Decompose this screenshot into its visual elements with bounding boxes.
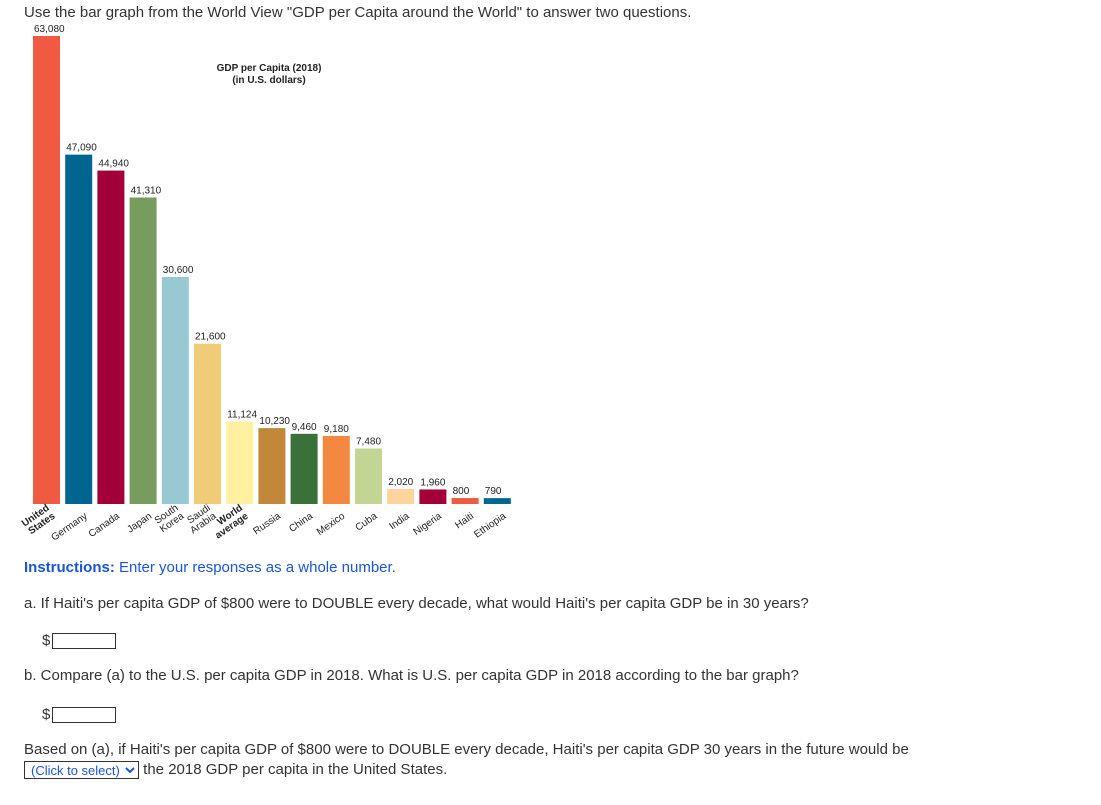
- value-label: 44,940: [98, 159, 129, 170]
- category-label: SouthKorea: [152, 502, 186, 535]
- currency-symbol: $: [42, 706, 51, 723]
- final-statement: Based on (a), if Haiti's per capita GDP …: [24, 740, 1084, 780]
- chart-title: GDP per Capita (2018): [217, 63, 322, 74]
- bar-nigeria: [419, 489, 447, 504]
- final-text-after: the 2018 GDP per capita in the United St…: [143, 761, 448, 778]
- bar-japan: [129, 197, 157, 505]
- category-label: India: [388, 511, 412, 533]
- value-label: 30,600: [163, 265, 194, 276]
- answer-a-row: $: [42, 632, 117, 649]
- value-label: 7,480: [356, 437, 381, 448]
- value-label: 9,180: [324, 424, 349, 435]
- bar-mexico: [322, 435, 350, 504]
- value-label: 9,460: [292, 422, 317, 433]
- category-label: Canada: [87, 511, 122, 540]
- bar-world-average: [226, 421, 254, 504]
- bar-india: [387, 489, 415, 504]
- bar-china: [290, 433, 318, 504]
- instructions: Instructions: Enter your responses as a …: [24, 559, 396, 576]
- bar-cuba: [355, 448, 382, 504]
- value-label: 41,310: [131, 186, 162, 197]
- answer-a-input[interactable]: [52, 632, 117, 649]
- category-label: Russia: [251, 511, 283, 538]
- comparison-select[interactable]: (Click to select): [24, 761, 139, 780]
- bar-saudi-arabia: [194, 343, 221, 504]
- value-label: 11,124: [227, 409, 257, 420]
- category-label: Ethiopia: [472, 511, 508, 541]
- value-label: 47,090: [66, 143, 97, 154]
- question-a-text: a. If Haiti's per capita GDP of $800 wer…: [24, 595, 809, 612]
- value-label: 800: [453, 486, 470, 497]
- answer-b-row: $: [42, 706, 117, 723]
- answer-b-input[interactable]: [52, 706, 117, 723]
- category-label: Cuba: [353, 511, 379, 534]
- value-label: 1,960: [420, 477, 445, 488]
- chart-subtitle: (in U.S. dollars): [232, 75, 305, 86]
- bar-united-states: [33, 36, 60, 504]
- bar-germany: [65, 154, 93, 505]
- value-label: 790: [485, 486, 502, 497]
- value-label: 63,080: [34, 24, 65, 35]
- bar-south-korea: [161, 276, 189, 504]
- currency-symbol: $: [42, 632, 51, 649]
- category-label: Nigeria: [412, 511, 445, 538]
- intro-text: Use the bar graph from the World View "G…: [24, 4, 692, 21]
- category-label: Germany: [50, 511, 90, 544]
- category-label: China: [287, 511, 315, 535]
- value-label: 2,020: [388, 477, 413, 488]
- question-b-text: b. Compare (a) to the U.S. per capita GD…: [24, 667, 799, 684]
- category-label: Japan: [125, 511, 154, 536]
- value-label: 10,230: [259, 416, 290, 427]
- bar-russia: [258, 428, 286, 504]
- instructions-text: Enter your responses as a whole number.: [119, 559, 396, 576]
- bar-haiti: [451, 498, 479, 504]
- gdp-bar-chart: GDP per Capita (2018) (in U.S. dollars) …: [20, 24, 511, 544]
- category-label: Haiti: [453, 511, 476, 531]
- bar-canada: [97, 170, 125, 505]
- category-label: Mexico: [315, 511, 348, 538]
- value-label: 21,600: [195, 332, 226, 343]
- final-text-before: Based on (a), if Haiti's per capita GDP …: [24, 741, 909, 758]
- bar-ethiopia: [483, 498, 511, 504]
- instructions-label: Instructions:: [24, 559, 115, 576]
